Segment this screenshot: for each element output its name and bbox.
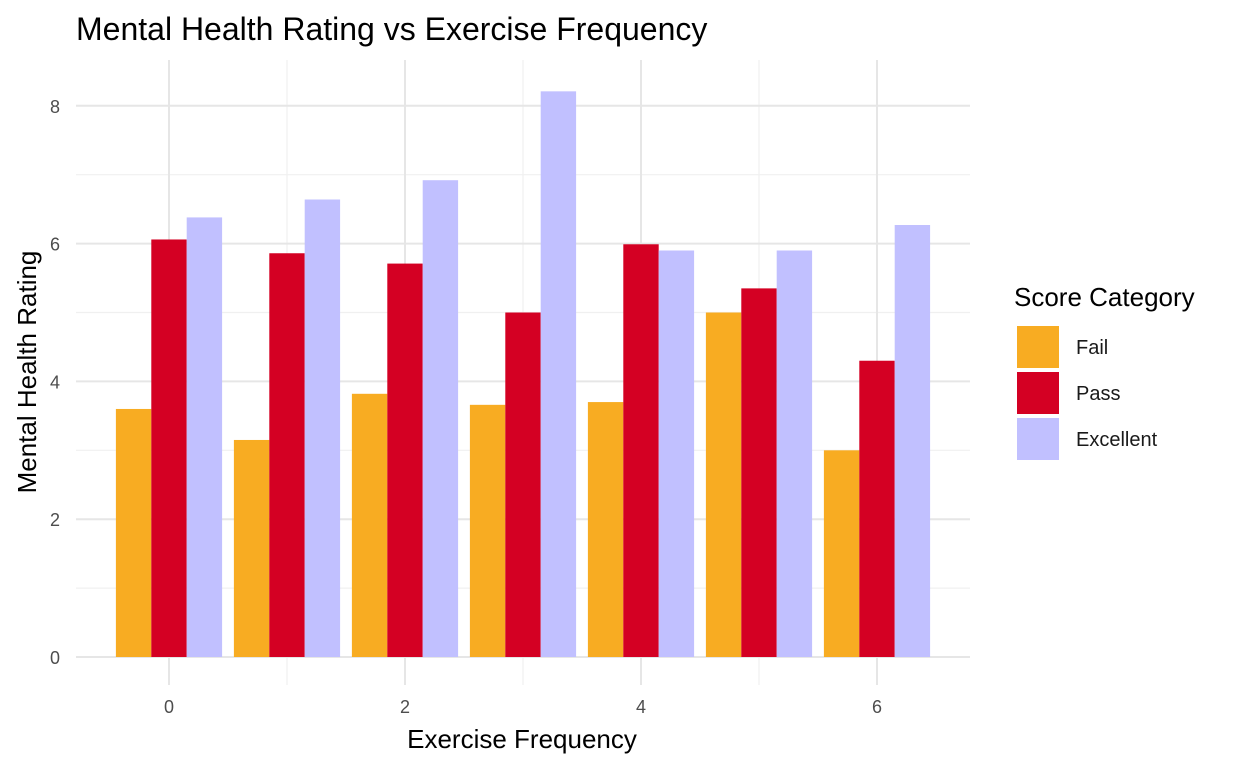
legend-key-excellent xyxy=(1017,418,1059,460)
legend-label-fail: Fail xyxy=(1076,337,1108,359)
bar-pass-x5 xyxy=(741,288,777,657)
bar-fail-x6 xyxy=(823,450,860,657)
bar-fail-x1 xyxy=(233,439,270,657)
bar-excellent-x2 xyxy=(422,180,459,657)
bar-excellent-x3 xyxy=(540,91,577,657)
bar-excellent-x0 xyxy=(186,217,223,658)
legend-key-pass xyxy=(1017,372,1059,414)
y-tick-label: 4 xyxy=(50,372,60,392)
bar-excellent-x5 xyxy=(776,250,813,658)
bar-pass-x3 xyxy=(505,312,541,657)
x-axis-ticks: 0 2 4 6 xyxy=(164,697,882,717)
bar-pass-x4 xyxy=(623,244,659,658)
legend-title: Score Category xyxy=(1014,282,1195,312)
bar-pass-x6 xyxy=(859,360,895,657)
y-axis-title: Mental Health Rating xyxy=(12,251,42,494)
x-tick-label: 2 xyxy=(400,697,410,717)
y-tick-label: 2 xyxy=(50,510,60,530)
y-axis-ticks: 0 2 4 6 8 xyxy=(50,97,60,668)
bar-excellent-x4 xyxy=(658,250,695,658)
y-tick-label: 8 xyxy=(50,97,60,117)
legend-label-pass: Pass xyxy=(1076,383,1120,405)
bar-pass-x1 xyxy=(269,253,305,657)
x-tick-label: 4 xyxy=(636,697,646,717)
chart-title: Mental Health Rating vs Exercise Frequen… xyxy=(76,11,707,47)
bar-fail-x4 xyxy=(587,402,624,657)
bars xyxy=(115,91,931,658)
y-tick-label: 0 xyxy=(50,648,60,668)
bar-fail-x2 xyxy=(351,393,388,657)
x-axis-title: Exercise Frequency xyxy=(407,724,637,754)
bar-excellent-x1 xyxy=(304,199,341,657)
bar-pass-x0 xyxy=(151,239,187,657)
y-tick-label: 6 xyxy=(50,235,60,255)
x-tick-label: 0 xyxy=(164,697,174,717)
x-tick-label: 6 xyxy=(872,697,882,717)
bar-excellent-x6 xyxy=(894,225,931,657)
legend: Score Category Fail Pass Excellent xyxy=(1014,282,1195,460)
legend-key-fail xyxy=(1017,326,1059,368)
bar-pass-x2 xyxy=(387,263,423,657)
bar-fail-x0 xyxy=(115,408,152,657)
legend-label-excellent: Excellent xyxy=(1076,429,1158,451)
bar-fail-x5 xyxy=(705,312,742,657)
bar-fail-x3 xyxy=(469,404,506,657)
